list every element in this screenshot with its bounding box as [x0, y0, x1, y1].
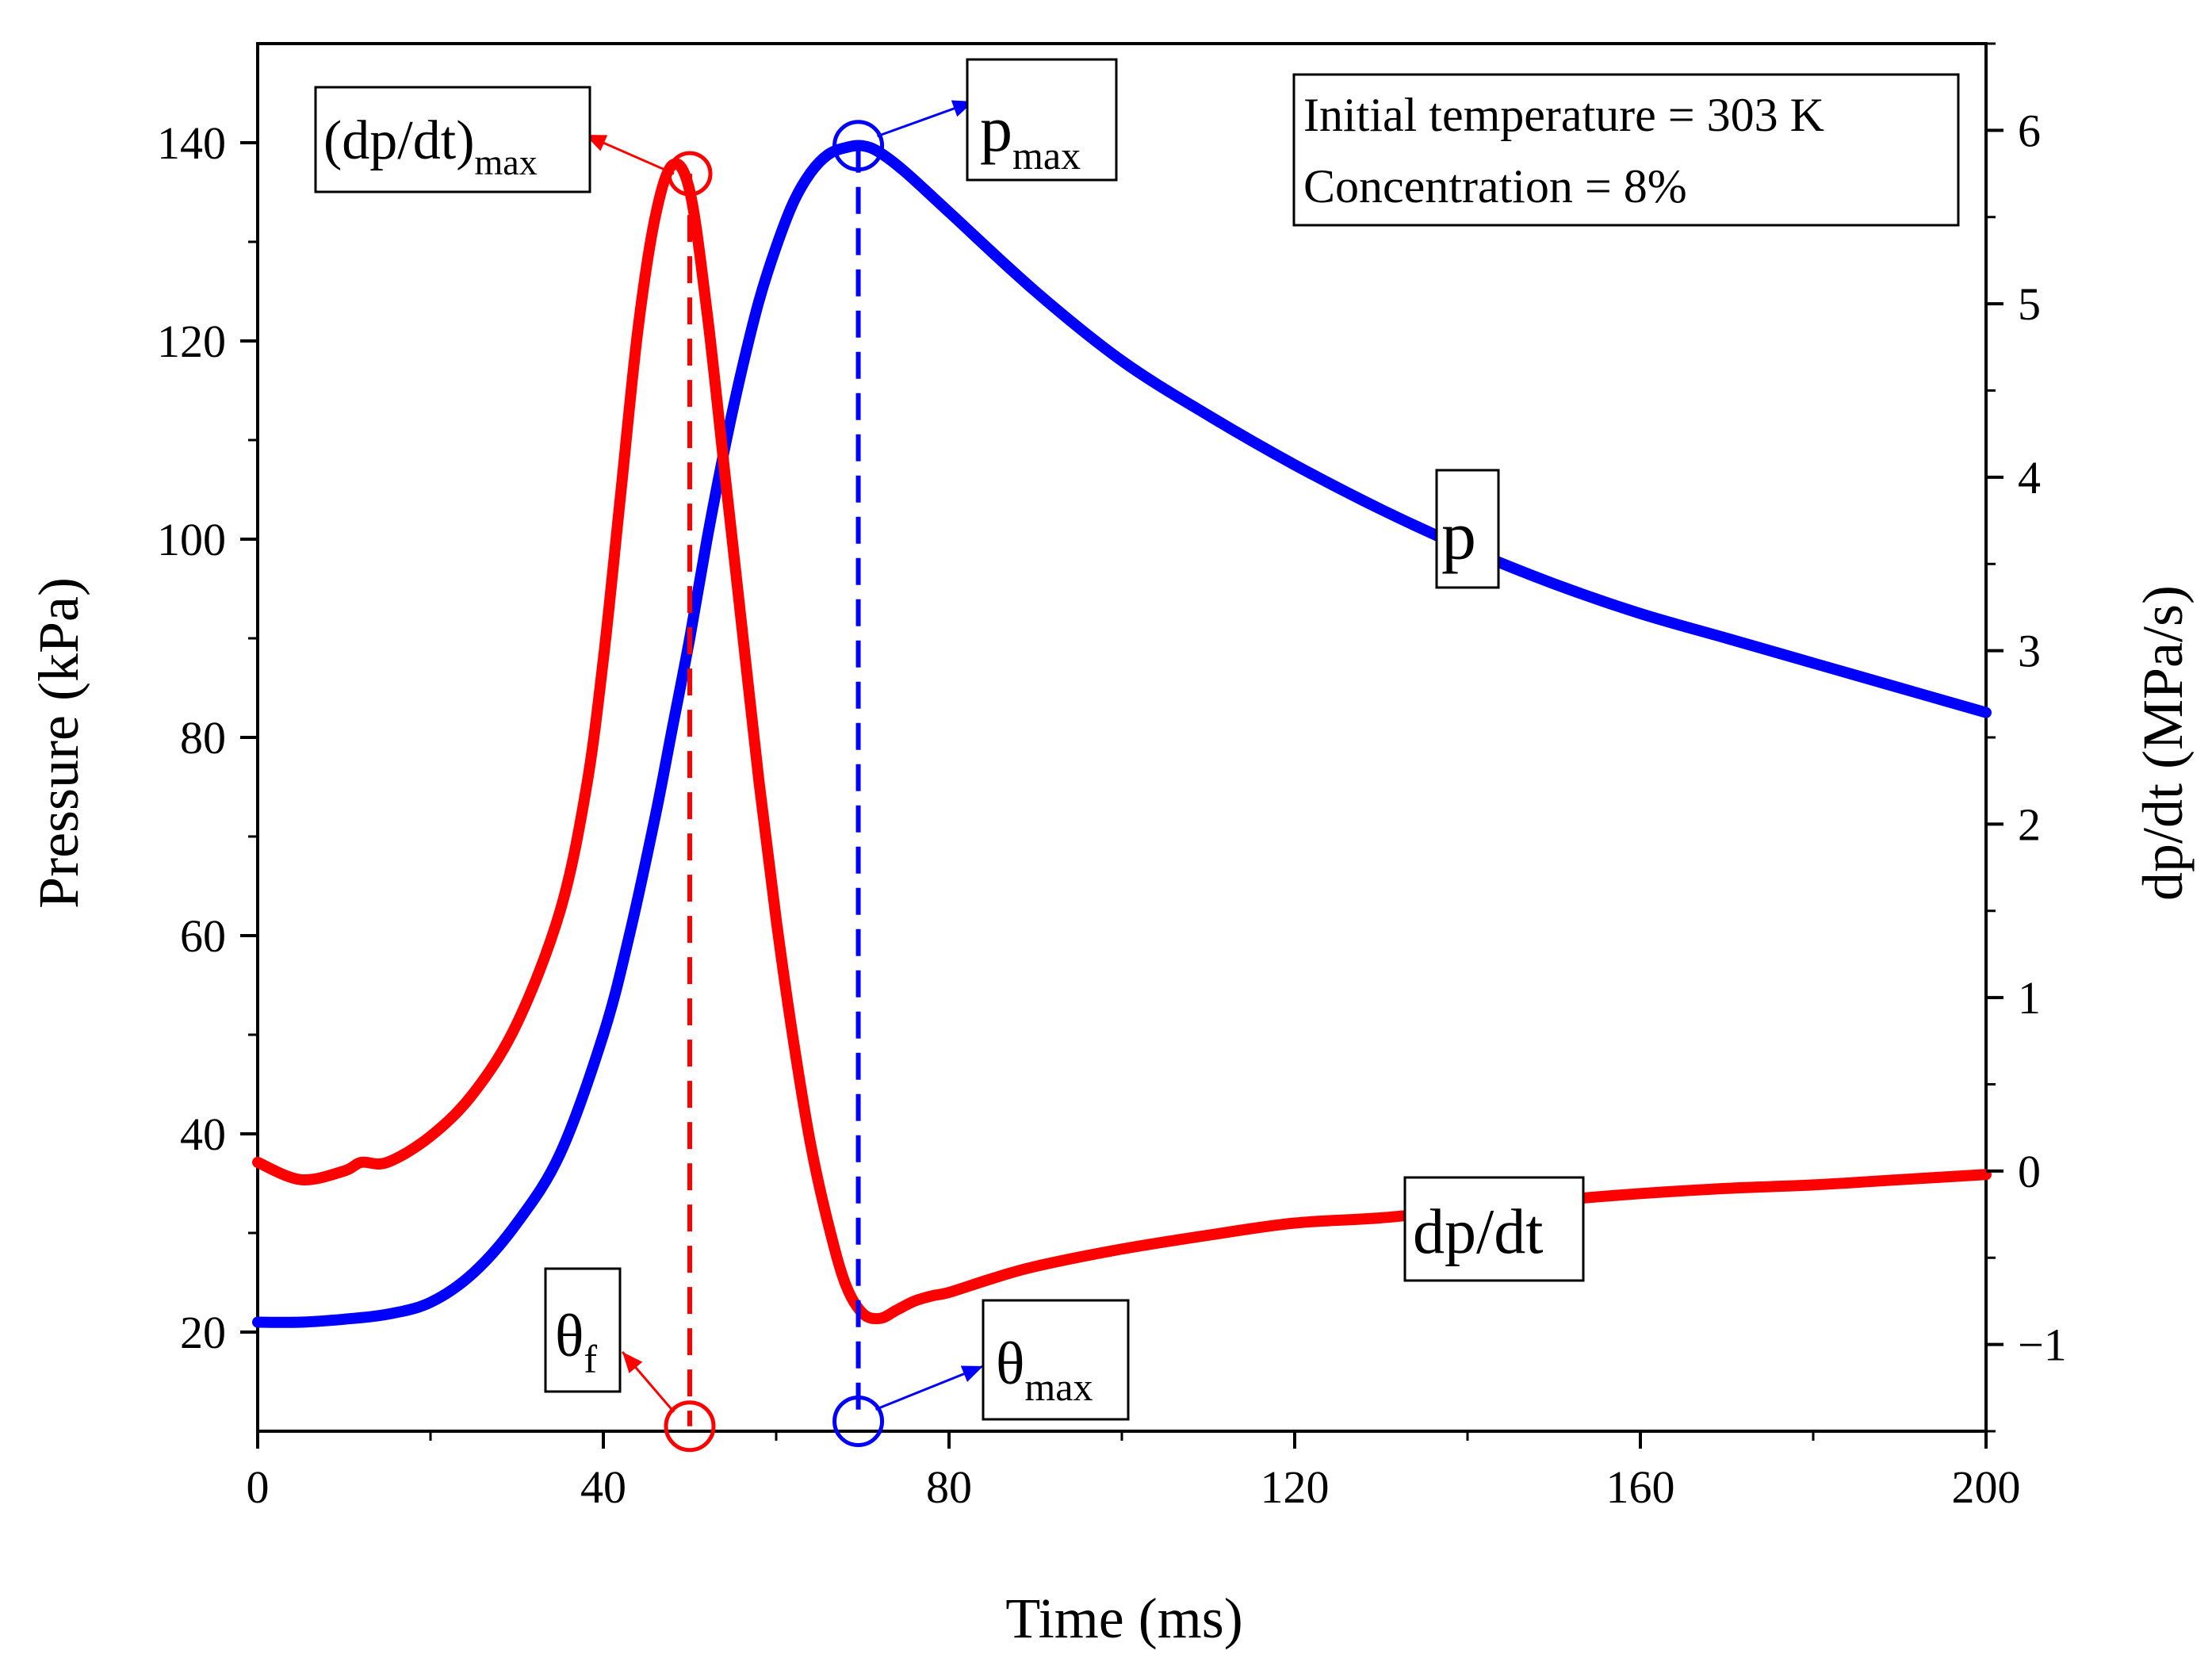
info-box-frame	[1292, 73, 1960, 227]
label-dpdt-box	[1403, 1176, 1585, 1282]
x-tick-label: 0	[247, 1461, 270, 1513]
x-tick-label: 80	[926, 1461, 972, 1513]
marker-dpdt-max	[667, 151, 713, 197]
label-dpdt-max-subscript: max	[475, 142, 538, 182]
marker-theta-max	[832, 1396, 885, 1447]
ticks-layer: 0 40 80 120 160 200 20 40 60 80 100 120 140 −1 0 1 2 3 4 5 6	[157, 42, 2067, 1513]
y-right-tick-label: 5	[2018, 278, 2041, 330]
y-left-tick-label: 20	[180, 1307, 226, 1358]
label-p-max-text: pmax	[980, 93, 1081, 178]
marker-theta-f	[664, 1400, 716, 1453]
info-box: Initial temperature = 303 K Concentratio…	[1292, 73, 1960, 227]
y-right-tick-label: 4	[2018, 452, 2041, 503]
label-p-max-box	[966, 58, 1118, 182]
label-theta-f-main: θ	[555, 1303, 584, 1369]
y-axis-right-title: dp/dt (MPa/s)	[2131, 585, 2195, 901]
label-dpdt-main: dp/dt	[1413, 1197, 1543, 1267]
label-p-main: p	[1441, 498, 1476, 575]
label-theta-f-subscript: f	[584, 1337, 597, 1381]
label-theta-f-box	[544, 1267, 622, 1393]
info-line-concentration: Concentration = 8%	[1303, 160, 1687, 212]
x-tick-label: 160	[1606, 1461, 1675, 1513]
y-right-tick-label: 1	[2018, 972, 2041, 1024]
y-right-tick-label: 6	[2018, 105, 2041, 156]
y-left-tick-label: 60	[180, 910, 226, 962]
series-line-pressure	[252, 140, 1992, 1328]
y-right-tick-label: 3	[2018, 626, 2041, 677]
label-dpdt-max-text: (dp/dt)max	[323, 110, 538, 182]
label-theta-max-box	[982, 1299, 1130, 1421]
info-line-temperature: Initial temperature = 303 K	[1303, 89, 1824, 141]
marker-p-max	[832, 120, 885, 172]
y-right-tick-label: 2	[2018, 798, 2041, 850]
label-p-box	[1435, 469, 1500, 589]
y-left-tick-label: 100	[157, 514, 226, 565]
x-tick-label: 200	[1952, 1461, 2021, 1513]
y-right-tick-label: 0	[2018, 1146, 2041, 1197]
y-left-tick-label: 40	[180, 1108, 226, 1160]
label-theta-f-text: θf	[555, 1303, 597, 1381]
label-dpdt-text: dp/dt	[1413, 1197, 1543, 1267]
arrow-theta-f-head	[622, 1352, 643, 1373]
y-axis-left-title: Pressure (kPa)	[27, 577, 90, 909]
series-line-dpdt	[252, 158, 1992, 1325]
x-axis-title: Time (ms)	[1005, 1587, 1242, 1650]
x-tick-label: 120	[1261, 1461, 1330, 1513]
y-left-tick-label: 80	[180, 712, 226, 764]
label-p-text: p	[1441, 498, 1476, 575]
label-dpdt-max-box	[314, 86, 591, 193]
series-layer	[252, 140, 1992, 1328]
y-left-tick-label: 140	[157, 117, 226, 169]
label-p-max-subscript: max	[1012, 133, 1081, 178]
label-theta-max-main: θ	[996, 1330, 1024, 1397]
y-left-tick-label: 120	[157, 316, 226, 367]
label-p-max-main: p	[980, 93, 1012, 165]
y-right-tick-label: −1	[2018, 1319, 2067, 1371]
label-dpdt-max-main: (dp/dt)	[323, 110, 475, 171]
x-tick-label: 40	[580, 1461, 626, 1513]
arrow-theta-max-head	[960, 1365, 983, 1382]
label-theta-max-subscript: max	[1024, 1365, 1093, 1409]
label-theta-max-text: θmax	[996, 1330, 1093, 1409]
